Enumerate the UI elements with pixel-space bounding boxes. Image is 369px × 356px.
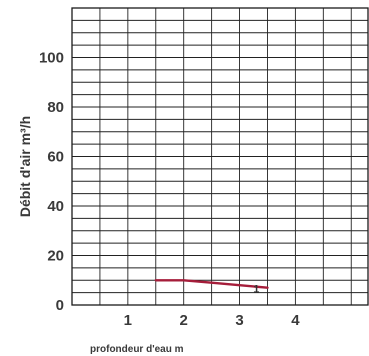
x-tick-label: 2 <box>180 312 188 329</box>
tick-labels: 0 20 40 60 80 100 1 2 3 4 <box>39 50 300 330</box>
grid <box>72 8 368 305</box>
x-tick-label: 3 <box>235 312 243 329</box>
x-tick-label: 4 <box>291 312 300 329</box>
y-tick-label: 80 <box>47 99 64 116</box>
series-layer <box>154 279 269 289</box>
y-tick-label: 40 <box>47 198 64 215</box>
y-axis-title: Débit d'air m³/h <box>17 116 33 217</box>
y-tick-label: 20 <box>47 248 64 265</box>
x-axis-title: profondeur d'eau m <box>90 344 184 355</box>
plot-frame <box>71 7 369 306</box>
curve-label: 1 <box>253 284 259 296</box>
annotations: 1 <box>253 284 259 296</box>
x-tick-label: 1 <box>124 312 132 329</box>
y-tick-label: 0 <box>56 297 64 314</box>
series-line <box>154 279 269 289</box>
y-tick-label: 60 <box>47 149 64 166</box>
y-tick-label: 100 <box>39 50 64 67</box>
